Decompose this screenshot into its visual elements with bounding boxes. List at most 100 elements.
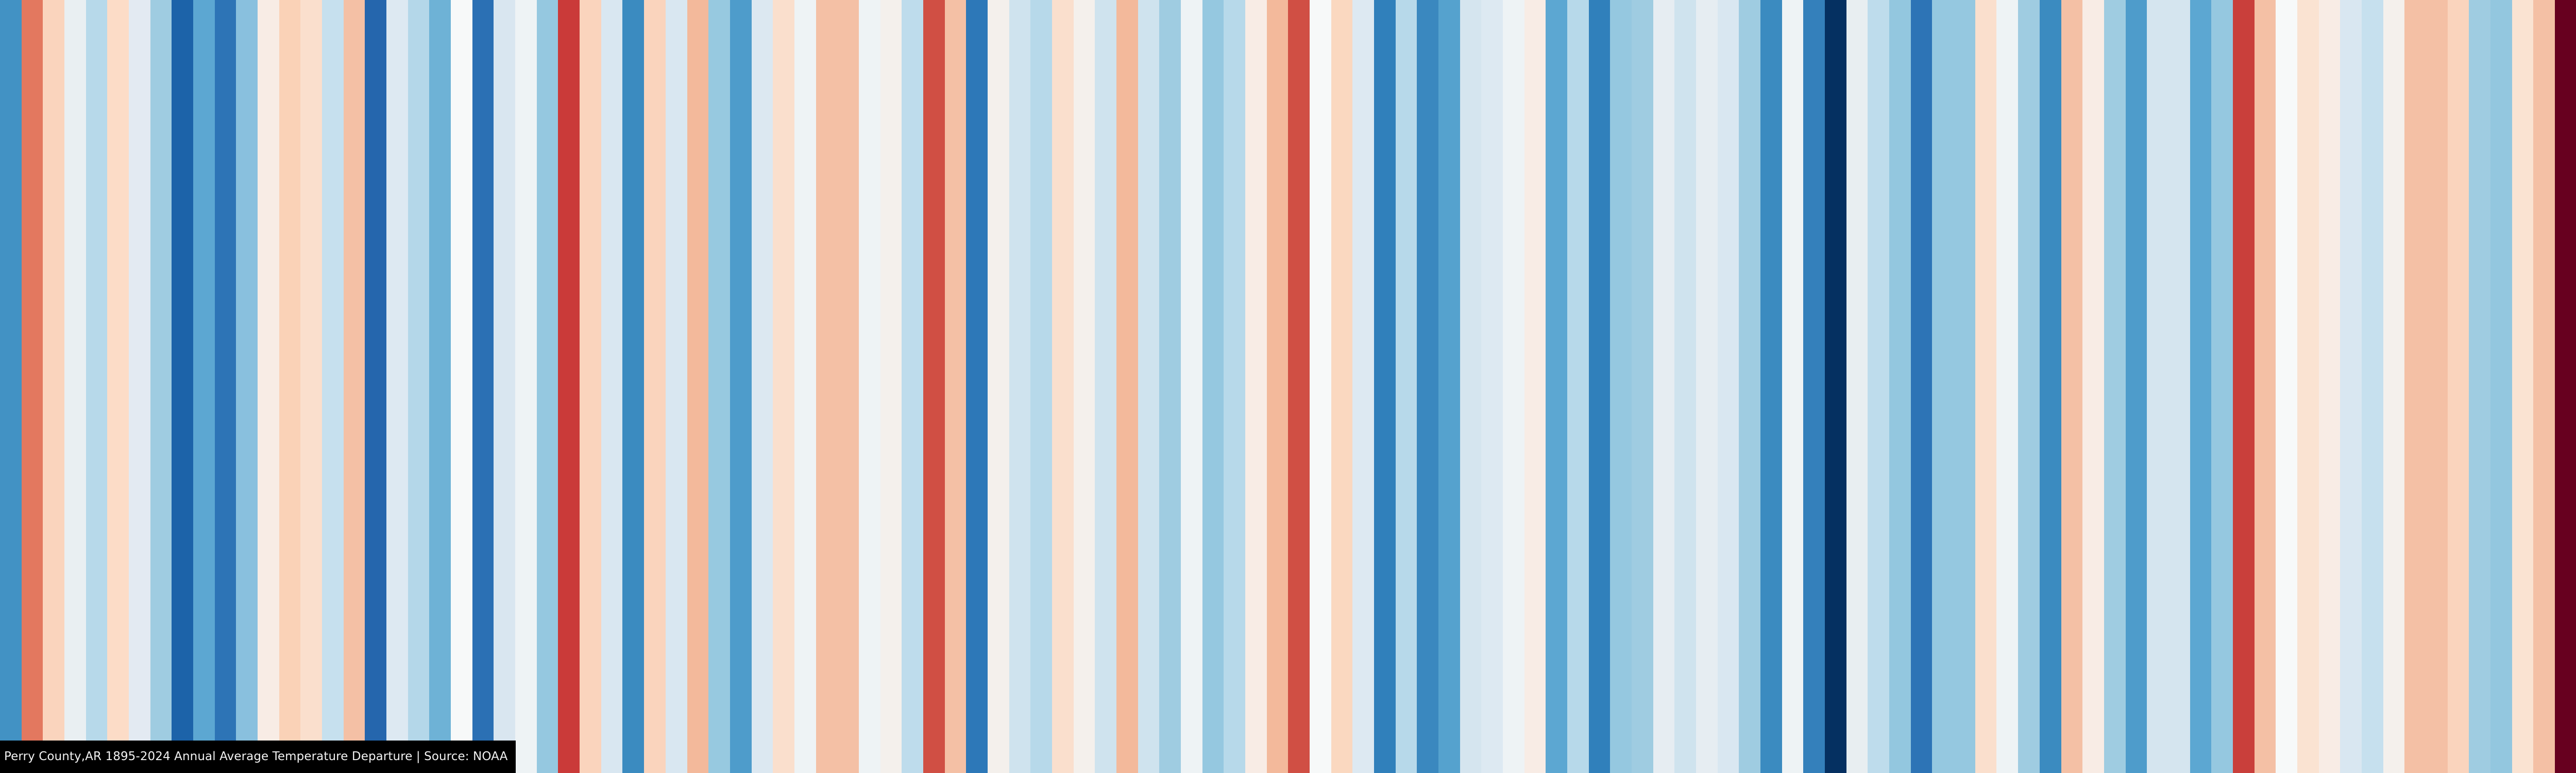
year-stripe [880, 0, 902, 773]
year-stripe [322, 0, 344, 773]
year-stripe [708, 0, 730, 773]
year-stripe [1717, 0, 1739, 773]
year-stripe [1331, 0, 1353, 773]
year-stripe [1760, 0, 1782, 773]
year-stripe [429, 0, 451, 773]
year-stripe [2469, 0, 2490, 773]
year-stripe [923, 0, 945, 773]
year-stripe [858, 0, 880, 773]
year-stripe [1481, 0, 1503, 773]
year-stripe [2426, 0, 2448, 773]
year-stripe [730, 0, 752, 773]
year-stripe [1910, 0, 1933, 773]
year-stripe [2276, 0, 2297, 773]
year-stripe [236, 0, 258, 773]
year-stripe [2039, 0, 2061, 773]
year-stripe [1524, 0, 1546, 773]
year-stripe [1245, 0, 1267, 773]
year-stripe [536, 0, 558, 773]
year-stripe [2190, 0, 2212, 773]
year-stripe [472, 0, 494, 773]
year-stripe [1503, 0, 1524, 773]
year-stripe [1073, 0, 1095, 773]
year-stripe [107, 0, 129, 773]
year-stripe [2125, 0, 2147, 773]
year-stripe [644, 0, 666, 773]
year-stripe [1674, 0, 1697, 773]
year-stripe [515, 0, 537, 773]
year-stripe [386, 0, 408, 773]
year-stripe [0, 0, 22, 773]
year-stripe [773, 0, 794, 773]
year-stripe [2340, 0, 2362, 773]
year-stripe [258, 0, 279, 773]
year-stripe [1546, 0, 1568, 773]
year-stripe [1438, 0, 1460, 773]
year-stripe [300, 0, 323, 773]
year-stripe [86, 0, 108, 773]
year-stripe [2297, 0, 2319, 773]
year-stripe [1352, 0, 1374, 773]
year-stripe [751, 0, 773, 773]
year-stripe [64, 0, 86, 773]
year-stripe [1975, 0, 1997, 773]
year-stripe [1889, 0, 1911, 773]
year-stripe [1868, 0, 1890, 773]
year-stripe [2533, 0, 2555, 773]
year-stripe [1846, 0, 1868, 773]
year-stripe [451, 0, 472, 773]
year-stripe [1632, 0, 1653, 773]
year-stripe [2168, 0, 2190, 773]
year-stripe [966, 0, 988, 773]
year-stripe [2318, 0, 2341, 773]
year-stripe [1138, 0, 1160, 773]
year-stripe [1180, 0, 1202, 773]
year-stripe [987, 0, 1009, 773]
caption-label: Perry County,AR 1895-2024 Annual Average… [4, 750, 508, 763]
year-stripe [1009, 0, 1031, 773]
year-stripe [665, 0, 687, 773]
year-stripe [1116, 0, 1138, 773]
year-stripe [1825, 0, 1846, 773]
year-stripe [1954, 0, 1975, 773]
year-stripe [150, 0, 172, 773]
year-stripe [2211, 0, 2233, 773]
year-stripe [1417, 0, 1439, 773]
year-stripe [1588, 0, 1611, 773]
year-stripe [1052, 0, 1074, 773]
year-stripe [794, 0, 816, 773]
year-stripe [2147, 0, 2168, 773]
caption-bar: Perry County,AR 1895-2024 Annual Average… [0, 741, 516, 773]
year-stripe [214, 0, 236, 773]
year-stripe [43, 0, 65, 773]
year-stripe [365, 0, 387, 773]
year-stripe [2554, 0, 2576, 773]
year-stripe [1288, 0, 1310, 773]
year-stripe [408, 0, 430, 773]
year-stripe [279, 0, 301, 773]
year-stripe [1932, 0, 1954, 773]
year-stripe [1374, 0, 1396, 773]
year-stripe [1696, 0, 1718, 773]
year-stripe [2104, 0, 2126, 773]
year-stripe [1030, 0, 1052, 773]
year-stripe [2383, 0, 2405, 773]
year-stripe [1266, 0, 1289, 773]
year-stripe [2254, 0, 2276, 773]
year-stripe [2018, 0, 2040, 773]
year-stripe [2082, 0, 2104, 773]
year-stripe [558, 0, 580, 773]
year-stripe [21, 0, 43, 773]
year-stripe [1567, 0, 1589, 773]
year-stripe [1653, 0, 1675, 773]
year-stripe [622, 0, 645, 773]
year-stripe [601, 0, 623, 773]
year-stripe [2490, 0, 2512, 773]
year-stripe [129, 0, 150, 773]
year-stripe [1202, 0, 1224, 773]
year-stripe [2512, 0, 2534, 773]
year-stripe [580, 0, 601, 773]
year-stripe [2061, 0, 2083, 773]
